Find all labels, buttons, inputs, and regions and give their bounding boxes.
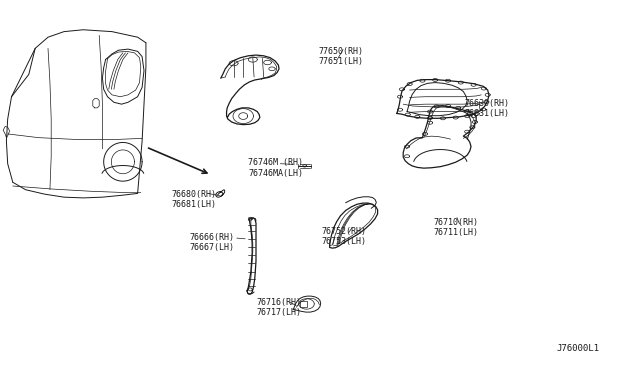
Text: J76000L1: J76000L1 — [557, 344, 600, 353]
Text: 76710(RH)
76711(LH): 76710(RH) 76711(LH) — [434, 218, 479, 237]
Text: 76716(RH)
76717(LH): 76716(RH) 76717(LH) — [256, 298, 301, 317]
Text: 77650(RH)
77651(LH): 77650(RH) 77651(LH) — [318, 46, 363, 66]
Text: 76630(RH)
76631(LH): 76630(RH) 76631(LH) — [465, 99, 509, 118]
Text: 76746M (RH)
76746MA(LH): 76746M (RH) 76746MA(LH) — [248, 158, 303, 177]
Text: 76666(RH)
76667(LH): 76666(RH) 76667(LH) — [189, 232, 234, 252]
Bar — [300, 301, 307, 307]
Text: 76680(RH)
76681(LH): 76680(RH) 76681(LH) — [172, 190, 216, 209]
Text: 76752(RH)
76753(LH): 76752(RH) 76753(LH) — [322, 227, 367, 246]
